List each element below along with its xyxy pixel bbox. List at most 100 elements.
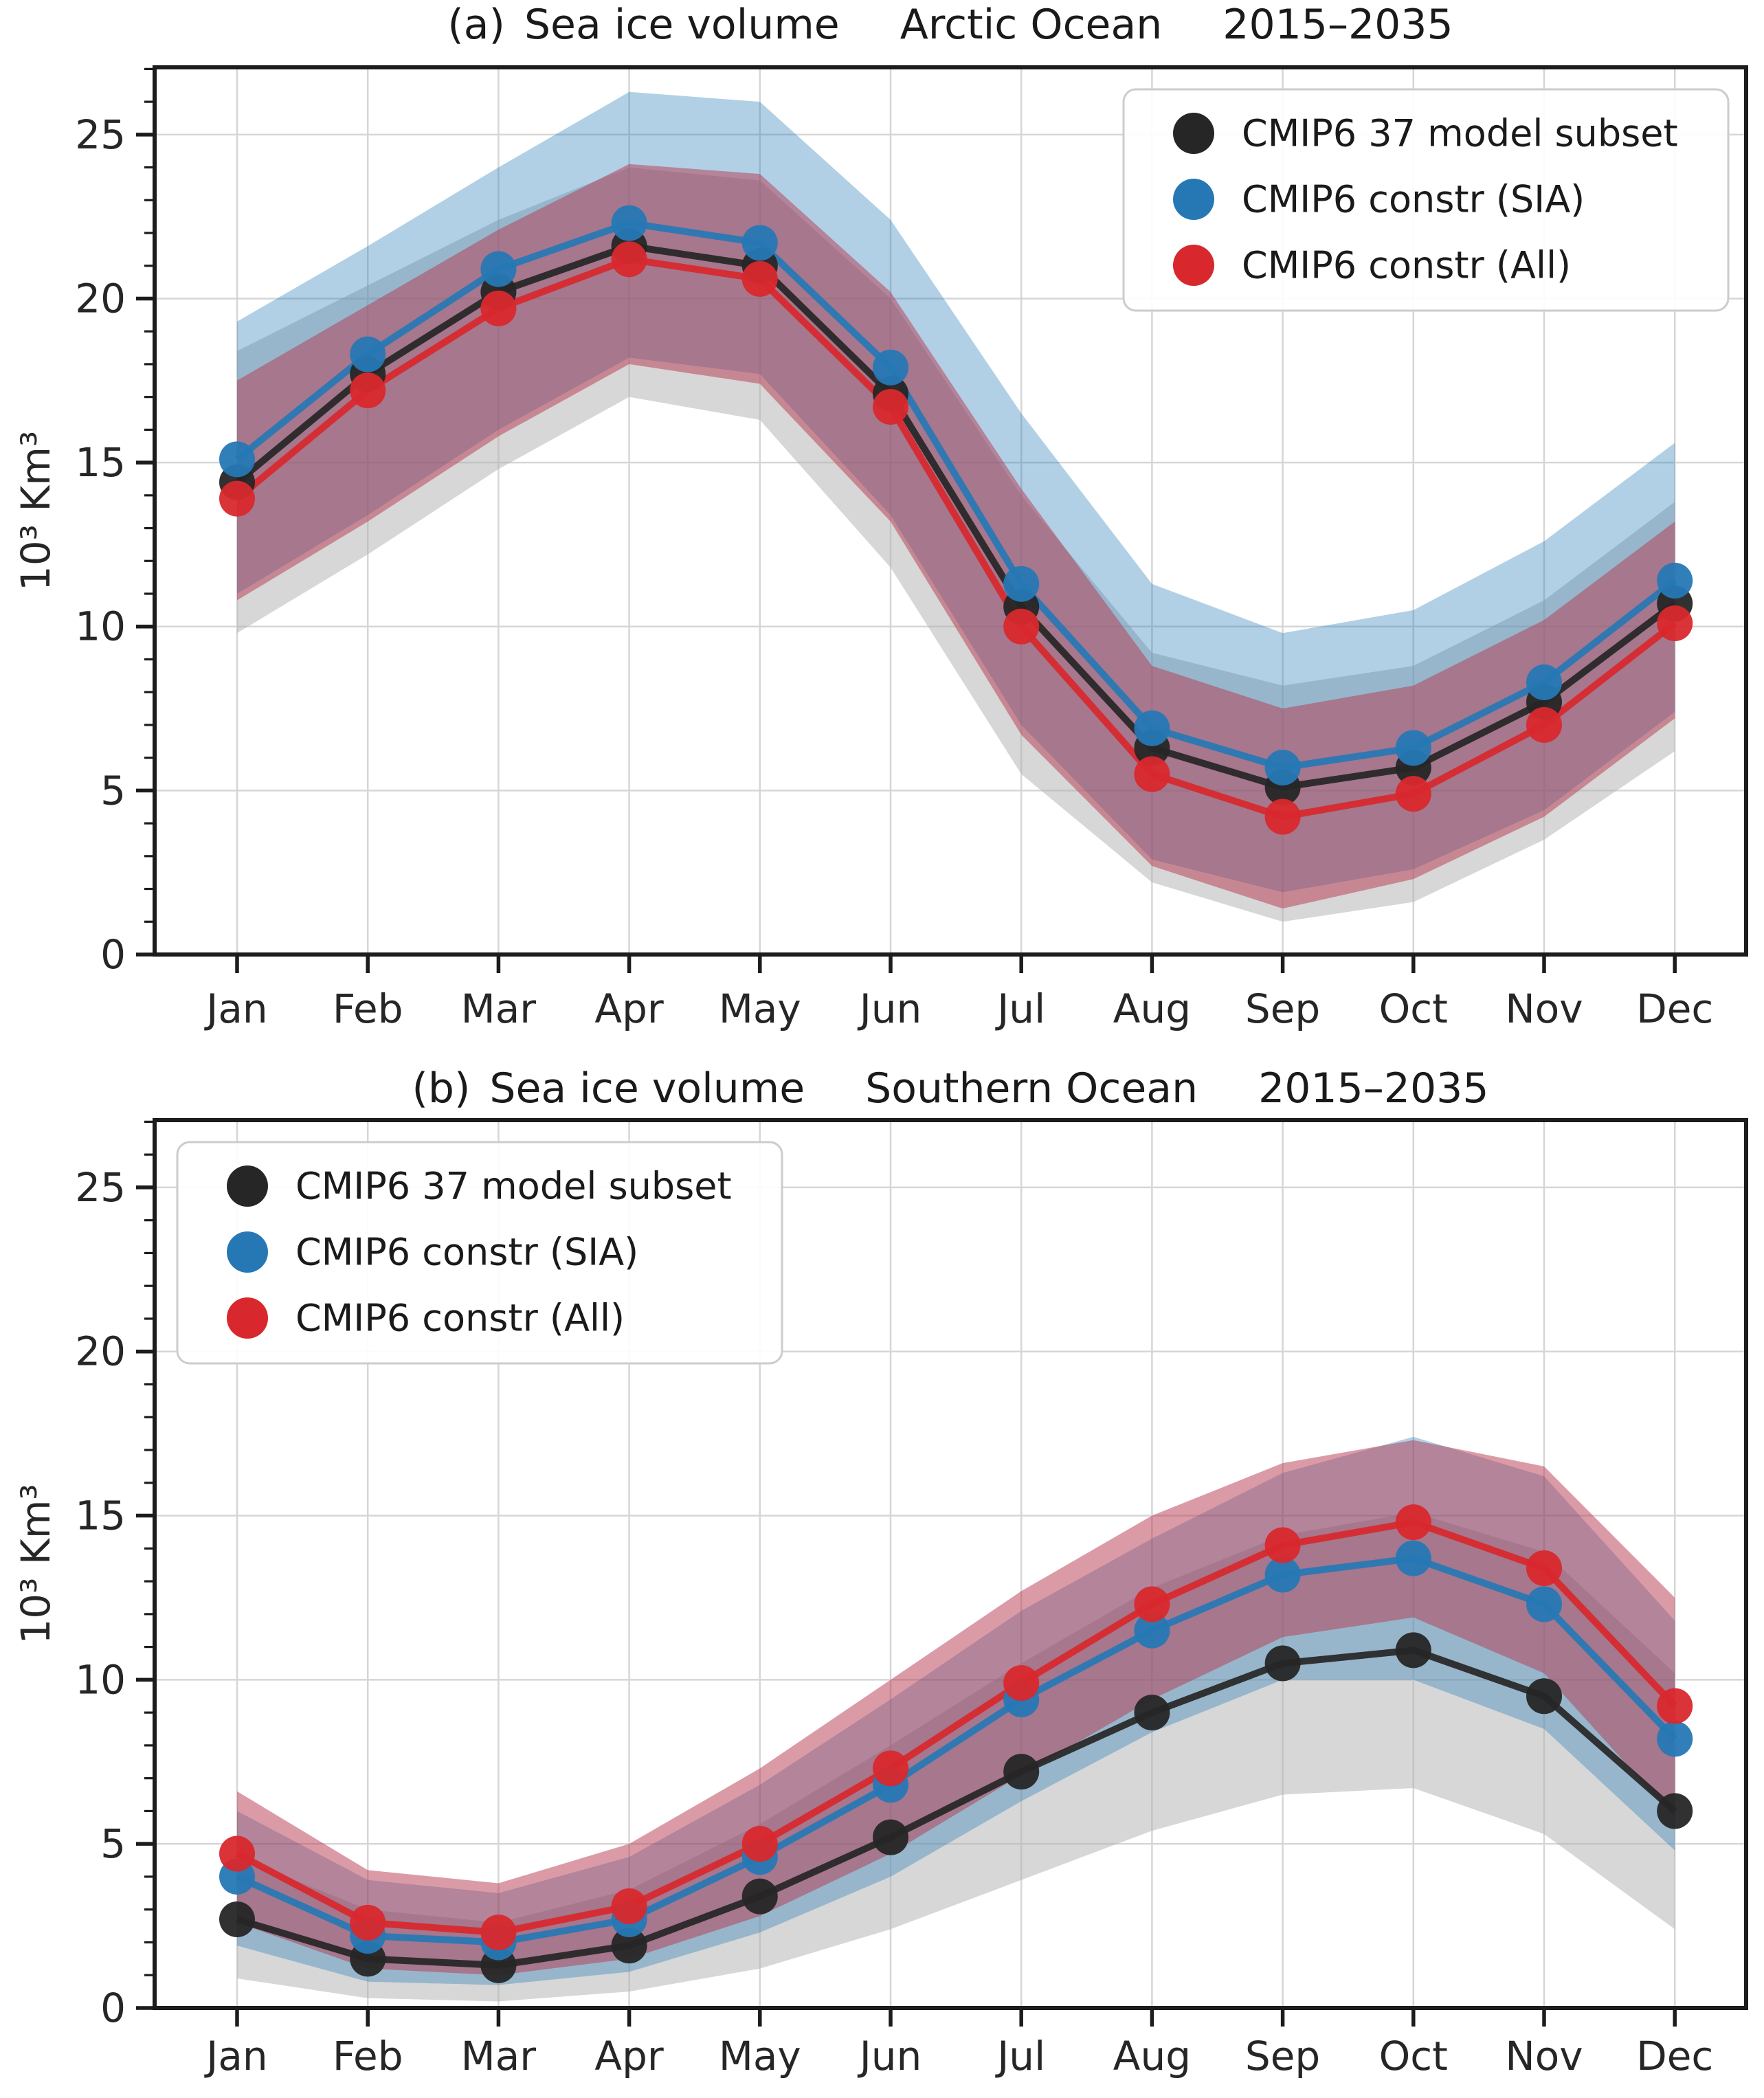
marker-blue-Dec <box>1657 562 1693 599</box>
marker-red-Mar <box>480 290 517 326</box>
xtick-label-Apr: Apr <box>594 2033 663 2079</box>
xtick-label-Jun: Jun <box>858 2033 922 2079</box>
marker-red-May <box>741 1826 778 1862</box>
xtick-label-Sep: Sep <box>1245 985 1320 1032</box>
ticks-b <box>136 1120 1677 2027</box>
marker-blue-May <box>741 225 778 261</box>
xtick-label-Mar: Mar <box>461 2033 537 2079</box>
markers-blue-a <box>219 205 1693 785</box>
marker-black-Jan <box>219 1901 255 1938</box>
legend-box-a <box>1122 88 1730 312</box>
xtick-label-Dec: Dec <box>1636 2033 1713 2079</box>
marker-red-Sep <box>1264 799 1301 835</box>
panel-title-b: (b) Sea ice volume Southern Ocean 2015–2035 <box>412 1064 1489 1113</box>
marker-red-Apr <box>611 241 647 278</box>
legend-b: CMIP6 37 model subset CMIP6 constr (SIA) C… <box>176 1141 783 1365</box>
axes-frame-b <box>153 1118 1748 2010</box>
ytick-label-25: 25 <box>75 111 126 158</box>
marker-black-May <box>741 1878 778 1915</box>
legend-label: CMIP6 37 model subset <box>1242 112 1678 155</box>
marker-black-Oct <box>1395 1632 1431 1669</box>
xtick-label-Apr: Apr <box>594 985 663 1032</box>
legend-a: CMIP6 37 model subset CMIP6 constr (SIA) C… <box>1122 88 1730 312</box>
marker-red-Feb <box>350 372 386 409</box>
legend-label: CMIP6 constr (SIA) <box>1242 178 1585 221</box>
marker-red-Feb <box>350 1904 386 1941</box>
xtick-label-May: May <box>719 2033 801 2079</box>
marker-blue-Jun <box>873 349 908 386</box>
markers-red-a <box>219 241 1693 835</box>
legend-box-b <box>176 1141 783 1365</box>
ytick-label-15: 15 <box>75 439 126 486</box>
ytick-label-5: 5 <box>100 1820 126 1867</box>
marker-red-Dec <box>1657 1688 1693 1724</box>
marker-black-Sep <box>1264 1645 1301 1682</box>
marker-blue-Jan <box>219 441 255 478</box>
marker-black-Jun <box>873 1819 908 1855</box>
axes-frame-a <box>153 65 1748 957</box>
marker-blue-Mar <box>480 251 517 287</box>
legend-swatch-icon <box>1173 113 1214 154</box>
xtick-label-Jan: Jan <box>204 985 267 1032</box>
title-part: 2015–2035 <box>1258 1064 1488 1113</box>
marker-red-Aug <box>1134 1586 1170 1622</box>
marker-blue-Apr <box>611 205 647 241</box>
xtick-label-Mar: Mar <box>461 985 537 1032</box>
marker-blue-Nov <box>1526 1586 1562 1622</box>
ytick-label-0: 0 <box>100 931 126 978</box>
legend-label: CMIP6 constr (All) <box>295 1297 625 1340</box>
panel-title-a: (a) Sea ice volume Arctic Ocean 2015–2035 <box>447 1 1453 49</box>
y-axis-label-a: 10³ Km³ <box>12 431 59 591</box>
panel-b: 0 5 10 15 20 25 Jan Feb Mar Apr May Jun Jul Aug Sep Oct… <box>12 1064 1748 2079</box>
legend-label: CMIP6 constr (All) <box>1242 244 1571 287</box>
title-part: Southern Ocean <box>865 1064 1198 1113</box>
markers-red-b <box>219 1504 1693 1951</box>
marker-red-Jun <box>873 1750 908 1787</box>
legend-swatch-icon <box>227 1231 268 1273</box>
marker-red-Aug <box>1134 756 1170 792</box>
marker-black-Aug <box>1134 1695 1170 1731</box>
marker-red-Jul <box>1003 1665 1040 1701</box>
marker-red-May <box>741 260 778 297</box>
marker-black-Dec <box>1657 1793 1693 1829</box>
marker-blue-Nov <box>1526 664 1562 700</box>
title-part: Sea ice volume <box>489 1064 805 1113</box>
marker-blue-Dec <box>1657 1721 1693 1757</box>
xtick-label-Aug: Aug <box>1113 985 1191 1032</box>
legend-label: CMIP6 constr (SIA) <box>295 1231 638 1274</box>
xtick-label-Dec: Dec <box>1636 985 1713 1032</box>
band-red-a <box>237 164 1675 909</box>
legend-label: CMIP6 37 model subset <box>295 1165 732 1208</box>
marker-red-Apr <box>611 1888 647 1924</box>
marker-blue-Aug <box>1134 710 1170 746</box>
line-red-b <box>235 1519 1677 1937</box>
marker-red-Mar <box>480 1915 517 1951</box>
xtick-label-Jul: Jul <box>995 985 1045 1032</box>
marker-blue-Aug <box>1134 1612 1170 1649</box>
marker-blue-Sep <box>1264 749 1301 785</box>
marker-blue-Jul <box>1003 566 1040 602</box>
panel-a: 0 5 10 15 20 25 Jan Feb Mar Apr May Jun Jul Aug Sep Oct… <box>12 1 1748 1032</box>
title-part: (b) <box>412 1064 471 1113</box>
marker-red-Jul <box>1003 608 1040 645</box>
legend-swatch-icon <box>227 1297 268 1339</box>
marker-red-Oct <box>1395 1504 1431 1541</box>
ytick-label-10: 10 <box>75 603 126 650</box>
marker-red-Sep <box>1264 1527 1301 1563</box>
y-axis-label-b: 10³ Km³ <box>12 1484 59 1644</box>
marker-black-Apr <box>611 1928 647 1964</box>
marker-red-Jun <box>873 388 908 425</box>
markers-black-b <box>219 1632 1693 1983</box>
xtick-label-Nov: Nov <box>1505 2033 1583 2079</box>
marker-black-Jul <box>1003 1754 1040 1790</box>
xtick-label-Sep: Sep <box>1245 2033 1320 2079</box>
xtick-label-Jul: Jul <box>995 2033 1045 2079</box>
xtick-label-Jan: Jan <box>204 2033 267 2079</box>
line-red-a <box>234 256 1677 821</box>
marker-red-Jan <box>219 480 255 517</box>
marker-red-Dec <box>1657 605 1693 641</box>
line-blue-b <box>235 1554 1677 1946</box>
xtick-label-Feb: Feb <box>333 985 403 1032</box>
line-blue-a <box>234 219 1677 771</box>
